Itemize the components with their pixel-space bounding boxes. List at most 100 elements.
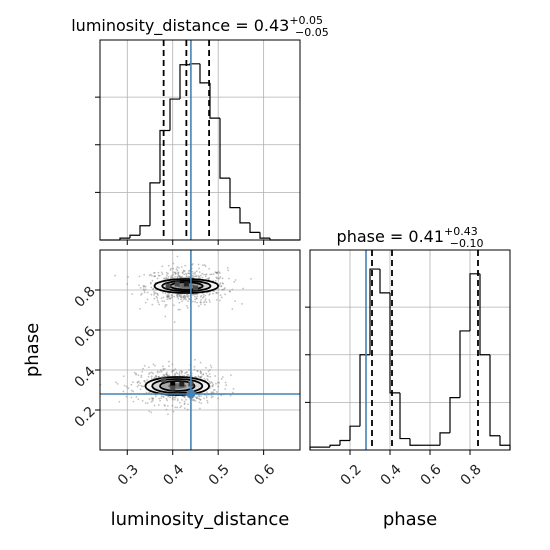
histogram-bar bbox=[409, 438, 420, 446]
sample-point bbox=[177, 272, 179, 275]
density-cell bbox=[183, 281, 189, 287]
sample-point bbox=[213, 389, 216, 391]
histogram-bar bbox=[169, 98, 180, 131]
sample-point bbox=[193, 368, 196, 371]
sample-point bbox=[171, 294, 173, 297]
sample-point bbox=[141, 385, 144, 388]
sample-point bbox=[200, 372, 203, 375]
sample-point bbox=[172, 410, 175, 413]
sample-point bbox=[200, 301, 202, 304]
density-cell bbox=[192, 285, 198, 291]
sample-point bbox=[165, 304, 168, 306]
sample-point bbox=[176, 398, 179, 400]
sample-point bbox=[195, 297, 198, 300]
sample-point bbox=[224, 293, 226, 296]
sample-point bbox=[166, 295, 169, 298]
sample-point bbox=[166, 374, 168, 376]
sample-point bbox=[212, 391, 214, 394]
sample-point bbox=[150, 400, 153, 403]
sample-point bbox=[177, 297, 180, 300]
sample-point bbox=[200, 298, 202, 301]
sample-point bbox=[138, 275, 141, 278]
sample-point bbox=[140, 292, 143, 295]
sample-point bbox=[205, 396, 208, 399]
y-axis-title-phase: phase bbox=[22, 323, 43, 377]
y-tick-label: 0.6 bbox=[72, 324, 99, 351]
contour-line bbox=[153, 278, 220, 294]
sample-point bbox=[143, 291, 146, 294]
sample-point bbox=[183, 396, 186, 398]
sample-point bbox=[187, 275, 190, 278]
sample-point bbox=[137, 384, 140, 387]
sample-point bbox=[156, 292, 158, 295]
sample-point bbox=[167, 395, 169, 398]
sample-point bbox=[153, 376, 156, 379]
sample-point bbox=[143, 364, 146, 367]
sample-point bbox=[173, 304, 175, 307]
sample-point bbox=[172, 274, 175, 276]
sample-point bbox=[194, 271, 196, 274]
sample-point bbox=[207, 375, 209, 378]
sample-point bbox=[135, 373, 137, 376]
sample-point bbox=[223, 288, 226, 290]
title-param: luminosity_distance bbox=[71, 16, 230, 36]
sample-point bbox=[176, 294, 179, 297]
histogram-bar bbox=[249, 222, 260, 233]
sample-point bbox=[180, 294, 182, 297]
x-tick-label: 0.3 bbox=[115, 462, 142, 489]
contour-line bbox=[151, 378, 204, 394]
sample-point bbox=[217, 385, 220, 388]
sample-point bbox=[202, 373, 204, 376]
sample-point bbox=[193, 275, 196, 278]
sample-point bbox=[181, 271, 184, 274]
sample-point bbox=[209, 375, 212, 378]
sample-point bbox=[199, 361, 202, 364]
sample-point bbox=[215, 271, 218, 274]
sample-point bbox=[202, 293, 205, 296]
sample-point bbox=[197, 375, 200, 378]
sample-point bbox=[171, 398, 174, 401]
sample-point bbox=[200, 395, 203, 397]
sample-point bbox=[162, 395, 165, 398]
sample-point bbox=[197, 397, 200, 400]
sample-point bbox=[146, 291, 149, 294]
sample-point bbox=[155, 289, 157, 292]
histogram-bar bbox=[259, 232, 270, 239]
sample-point bbox=[169, 297, 172, 300]
sample-point bbox=[226, 266, 229, 269]
sample-point bbox=[220, 296, 223, 299]
histogram-bar bbox=[459, 330, 470, 398]
sample-point bbox=[212, 395, 214, 398]
sample-point bbox=[122, 375, 125, 378]
sample-point bbox=[209, 385, 212, 388]
sample-point bbox=[153, 275, 155, 278]
sample-point bbox=[197, 263, 200, 266]
sample-point bbox=[218, 271, 220, 273]
histogram-bar bbox=[399, 392, 410, 440]
sample-point bbox=[179, 276, 181, 278]
sample-point bbox=[155, 374, 157, 377]
sample-point bbox=[187, 403, 189, 406]
sample-point bbox=[161, 265, 164, 268]
title-minus: −0.05 bbox=[295, 26, 329, 39]
sample-point bbox=[203, 397, 205, 400]
sample-point bbox=[178, 294, 181, 297]
sample-point bbox=[170, 274, 173, 277]
luminosity-distance-title: luminosity_distance = 0.43+0.05 −0.05 bbox=[71, 14, 329, 39]
sample-point bbox=[165, 373, 168, 376]
sample-point bbox=[144, 301, 147, 304]
sample-point bbox=[172, 267, 175, 270]
sample-point bbox=[148, 366, 150, 369]
sample-point bbox=[132, 390, 135, 393]
sample-point bbox=[185, 371, 188, 374]
sample-point bbox=[199, 274, 202, 277]
sample-point bbox=[229, 290, 231, 293]
histogram-bar bbox=[209, 82, 220, 119]
sample-point bbox=[179, 293, 182, 296]
y-tick-label: 0.4 bbox=[72, 364, 99, 391]
sample-point bbox=[168, 365, 170, 368]
histogram-bar bbox=[119, 237, 130, 240]
sample-point bbox=[151, 399, 154, 402]
sample-point bbox=[116, 383, 119, 385]
sample-point bbox=[156, 299, 159, 302]
